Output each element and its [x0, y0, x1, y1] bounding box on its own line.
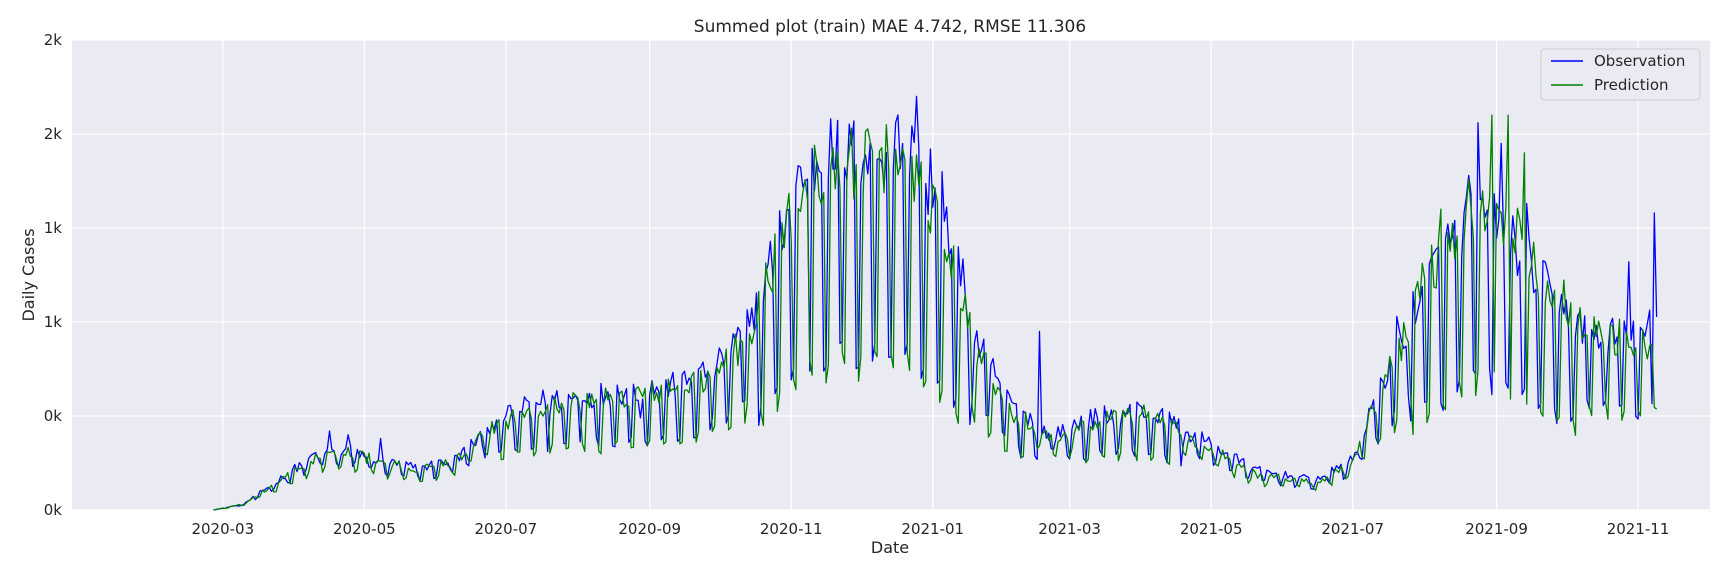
x-tick-label: 2020-07	[475, 520, 538, 538]
series-line-observation	[213, 95, 1658, 511]
y-tick-label: 0k	[44, 407, 63, 425]
legend: Observation Prediction	[1540, 48, 1701, 101]
x-tick-label: 2021-09	[1465, 520, 1528, 538]
series-line-prediction	[213, 114, 1658, 511]
x-tick-label: 2021-11	[1607, 520, 1670, 538]
x-tick-label: 2020-11	[760, 520, 823, 538]
x-axis-label: Date	[871, 538, 909, 557]
y-axis-label: Daily Cases	[19, 228, 38, 321]
x-tick-label: 2020-03	[191, 520, 254, 538]
x-tick-label: 2020-05	[333, 520, 396, 538]
x-tick-label: 2020-09	[618, 520, 681, 538]
y-tick-labels: 0k 0k 1k 1k 2k 2k	[44, 31, 63, 519]
x-tick-label: 2021-05	[1180, 520, 1243, 538]
legend-label-observation: Observation	[1594, 52, 1685, 70]
chart-title: Summed plot (train) MAE 4.742, RMSE 11.3…	[694, 17, 1086, 37]
y-tick-label: 2k	[44, 125, 63, 143]
legend-label-prediction: Prediction	[1594, 76, 1669, 94]
x-tick-label: 2021-07	[1321, 520, 1384, 538]
y-tick-label: 0k	[44, 501, 63, 519]
y-tick-label: 1k	[44, 313, 63, 331]
y-tick-label: 1k	[44, 219, 63, 237]
series-layer	[213, 95, 1658, 511]
plot-area	[72, 40, 1710, 510]
x-tick-label: 2021-01	[901, 520, 964, 538]
x-tick-labels: 2020-03 2020-05 2020-07 2020-09 2020-11 2021-…	[191, 520, 1669, 538]
y-tick-label: 2k	[44, 31, 63, 49]
x-tick-label: 2021-03	[1038, 520, 1101, 538]
